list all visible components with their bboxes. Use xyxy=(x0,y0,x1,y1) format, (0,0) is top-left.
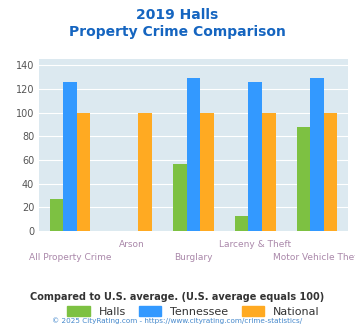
Text: All Property Crime: All Property Crime xyxy=(29,253,111,262)
Bar xyxy=(187,78,200,231)
Legend: Halls, Tennessee, National: Halls, Tennessee, National xyxy=(63,302,324,321)
Bar xyxy=(248,82,262,231)
Bar xyxy=(297,127,310,231)
Bar xyxy=(235,215,248,231)
Bar xyxy=(262,113,275,231)
Text: Burglary: Burglary xyxy=(174,253,213,262)
Bar xyxy=(200,113,214,231)
Bar xyxy=(324,113,337,231)
Text: 2019 Halls: 2019 Halls xyxy=(136,8,219,22)
Text: Compared to U.S. average. (U.S. average equals 100): Compared to U.S. average. (U.S. average … xyxy=(31,292,324,302)
Text: Motor Vehicle Theft: Motor Vehicle Theft xyxy=(273,253,355,262)
Bar xyxy=(173,164,187,231)
Text: © 2025 CityRating.com - https://www.cityrating.com/crime-statistics/: © 2025 CityRating.com - https://www.city… xyxy=(53,317,302,324)
Bar xyxy=(310,78,324,231)
Bar xyxy=(77,113,90,231)
Text: Larceny & Theft: Larceny & Theft xyxy=(219,241,291,249)
Bar xyxy=(50,199,63,231)
Bar xyxy=(63,82,77,231)
Text: Arson: Arson xyxy=(119,241,144,249)
Text: Property Crime Comparison: Property Crime Comparison xyxy=(69,25,286,39)
Bar xyxy=(138,113,152,231)
